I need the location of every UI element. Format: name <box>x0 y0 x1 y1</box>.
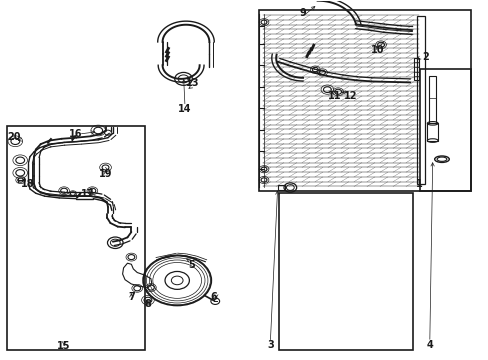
Text: 18: 18 <box>20 179 34 189</box>
Text: 15: 15 <box>57 341 71 351</box>
Text: 7: 7 <box>128 292 135 302</box>
Text: 6: 6 <box>210 292 217 302</box>
Text: 11: 11 <box>327 91 341 102</box>
Text: 12: 12 <box>344 91 357 102</box>
Text: 2: 2 <box>422 52 428 62</box>
Bar <box>426 123 437 140</box>
Text: 9: 9 <box>299 8 306 18</box>
Bar <box>419 69 470 191</box>
Text: 16: 16 <box>68 129 82 139</box>
Text: 8: 8 <box>144 299 151 309</box>
Text: 1: 1 <box>415 179 422 189</box>
Bar <box>428 76 435 123</box>
Bar <box>259 10 470 191</box>
Text: 13: 13 <box>185 78 199 88</box>
Bar <box>278 193 412 350</box>
Text: 17: 17 <box>81 189 94 199</box>
Text: 5: 5 <box>188 260 195 270</box>
Bar <box>277 185 285 190</box>
Bar <box>413 58 418 80</box>
Text: 3: 3 <box>266 340 273 350</box>
Text: 4: 4 <box>426 340 432 350</box>
Text: 19: 19 <box>99 168 112 179</box>
Bar <box>6 126 144 350</box>
Text: 10: 10 <box>370 45 384 55</box>
Bar <box>416 16 424 184</box>
Text: 14: 14 <box>178 104 191 114</box>
Text: 20: 20 <box>8 132 21 142</box>
